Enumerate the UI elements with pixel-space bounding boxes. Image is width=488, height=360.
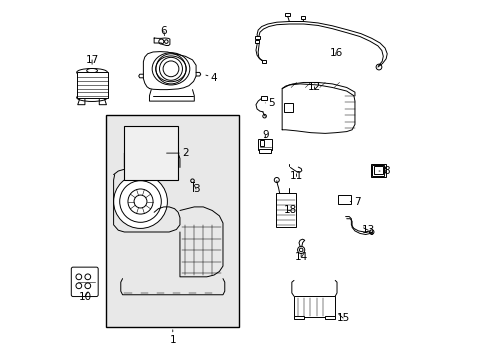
Bar (260, 140, 264, 145)
Bar (259, 149, 270, 153)
Circle shape (128, 189, 153, 214)
Bar (77, 72, 107, 98)
Text: 15: 15 (336, 313, 349, 323)
Bar (370, 163, 385, 177)
Text: 3: 3 (192, 184, 199, 194)
Text: 18: 18 (283, 206, 296, 216)
Bar (371, 165, 384, 176)
Text: 13: 13 (361, 225, 374, 235)
Bar (285, 13, 289, 16)
Bar (124, 126, 178, 180)
Text: 1: 1 (169, 330, 176, 345)
Bar (301, 16, 304, 19)
Ellipse shape (77, 94, 107, 102)
FancyBboxPatch shape (71, 267, 98, 297)
Bar (325, 316, 335, 319)
Circle shape (113, 175, 167, 228)
Text: 5: 5 (265, 98, 274, 108)
Text: 9: 9 (262, 130, 268, 140)
Ellipse shape (86, 68, 97, 73)
Bar (284, 103, 292, 112)
Bar (255, 40, 258, 43)
Text: 8: 8 (378, 166, 388, 176)
Bar (261, 59, 265, 63)
Text: 4: 4 (205, 73, 217, 83)
Bar (373, 166, 382, 174)
Circle shape (134, 195, 147, 208)
Bar (254, 36, 259, 40)
Text: 14: 14 (294, 252, 307, 262)
Circle shape (163, 61, 179, 77)
Bar (106, 116, 239, 327)
Circle shape (297, 246, 304, 253)
Bar (258, 139, 271, 150)
Text: 11: 11 (289, 171, 303, 181)
Text: 10: 10 (78, 292, 91, 302)
Text: 16: 16 (328, 48, 342, 58)
Text: 17: 17 (85, 55, 99, 65)
Ellipse shape (77, 68, 107, 76)
Text: 2: 2 (166, 148, 188, 158)
Text: 12: 12 (307, 82, 321, 92)
Text: 6: 6 (160, 26, 167, 36)
Bar (293, 316, 304, 319)
Text: 7: 7 (349, 197, 360, 207)
Bar (261, 96, 267, 100)
Ellipse shape (152, 53, 189, 85)
Circle shape (375, 64, 381, 70)
Bar (293, 296, 335, 317)
Bar (338, 195, 350, 204)
Bar (276, 193, 295, 227)
